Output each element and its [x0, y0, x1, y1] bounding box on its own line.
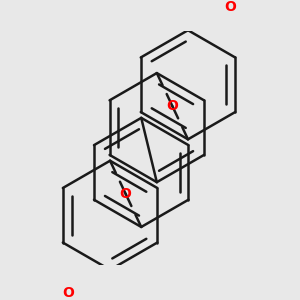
Text: O: O: [167, 99, 178, 113]
Text: O: O: [120, 187, 132, 201]
Text: O: O: [62, 286, 74, 300]
Text: O: O: [224, 0, 236, 14]
